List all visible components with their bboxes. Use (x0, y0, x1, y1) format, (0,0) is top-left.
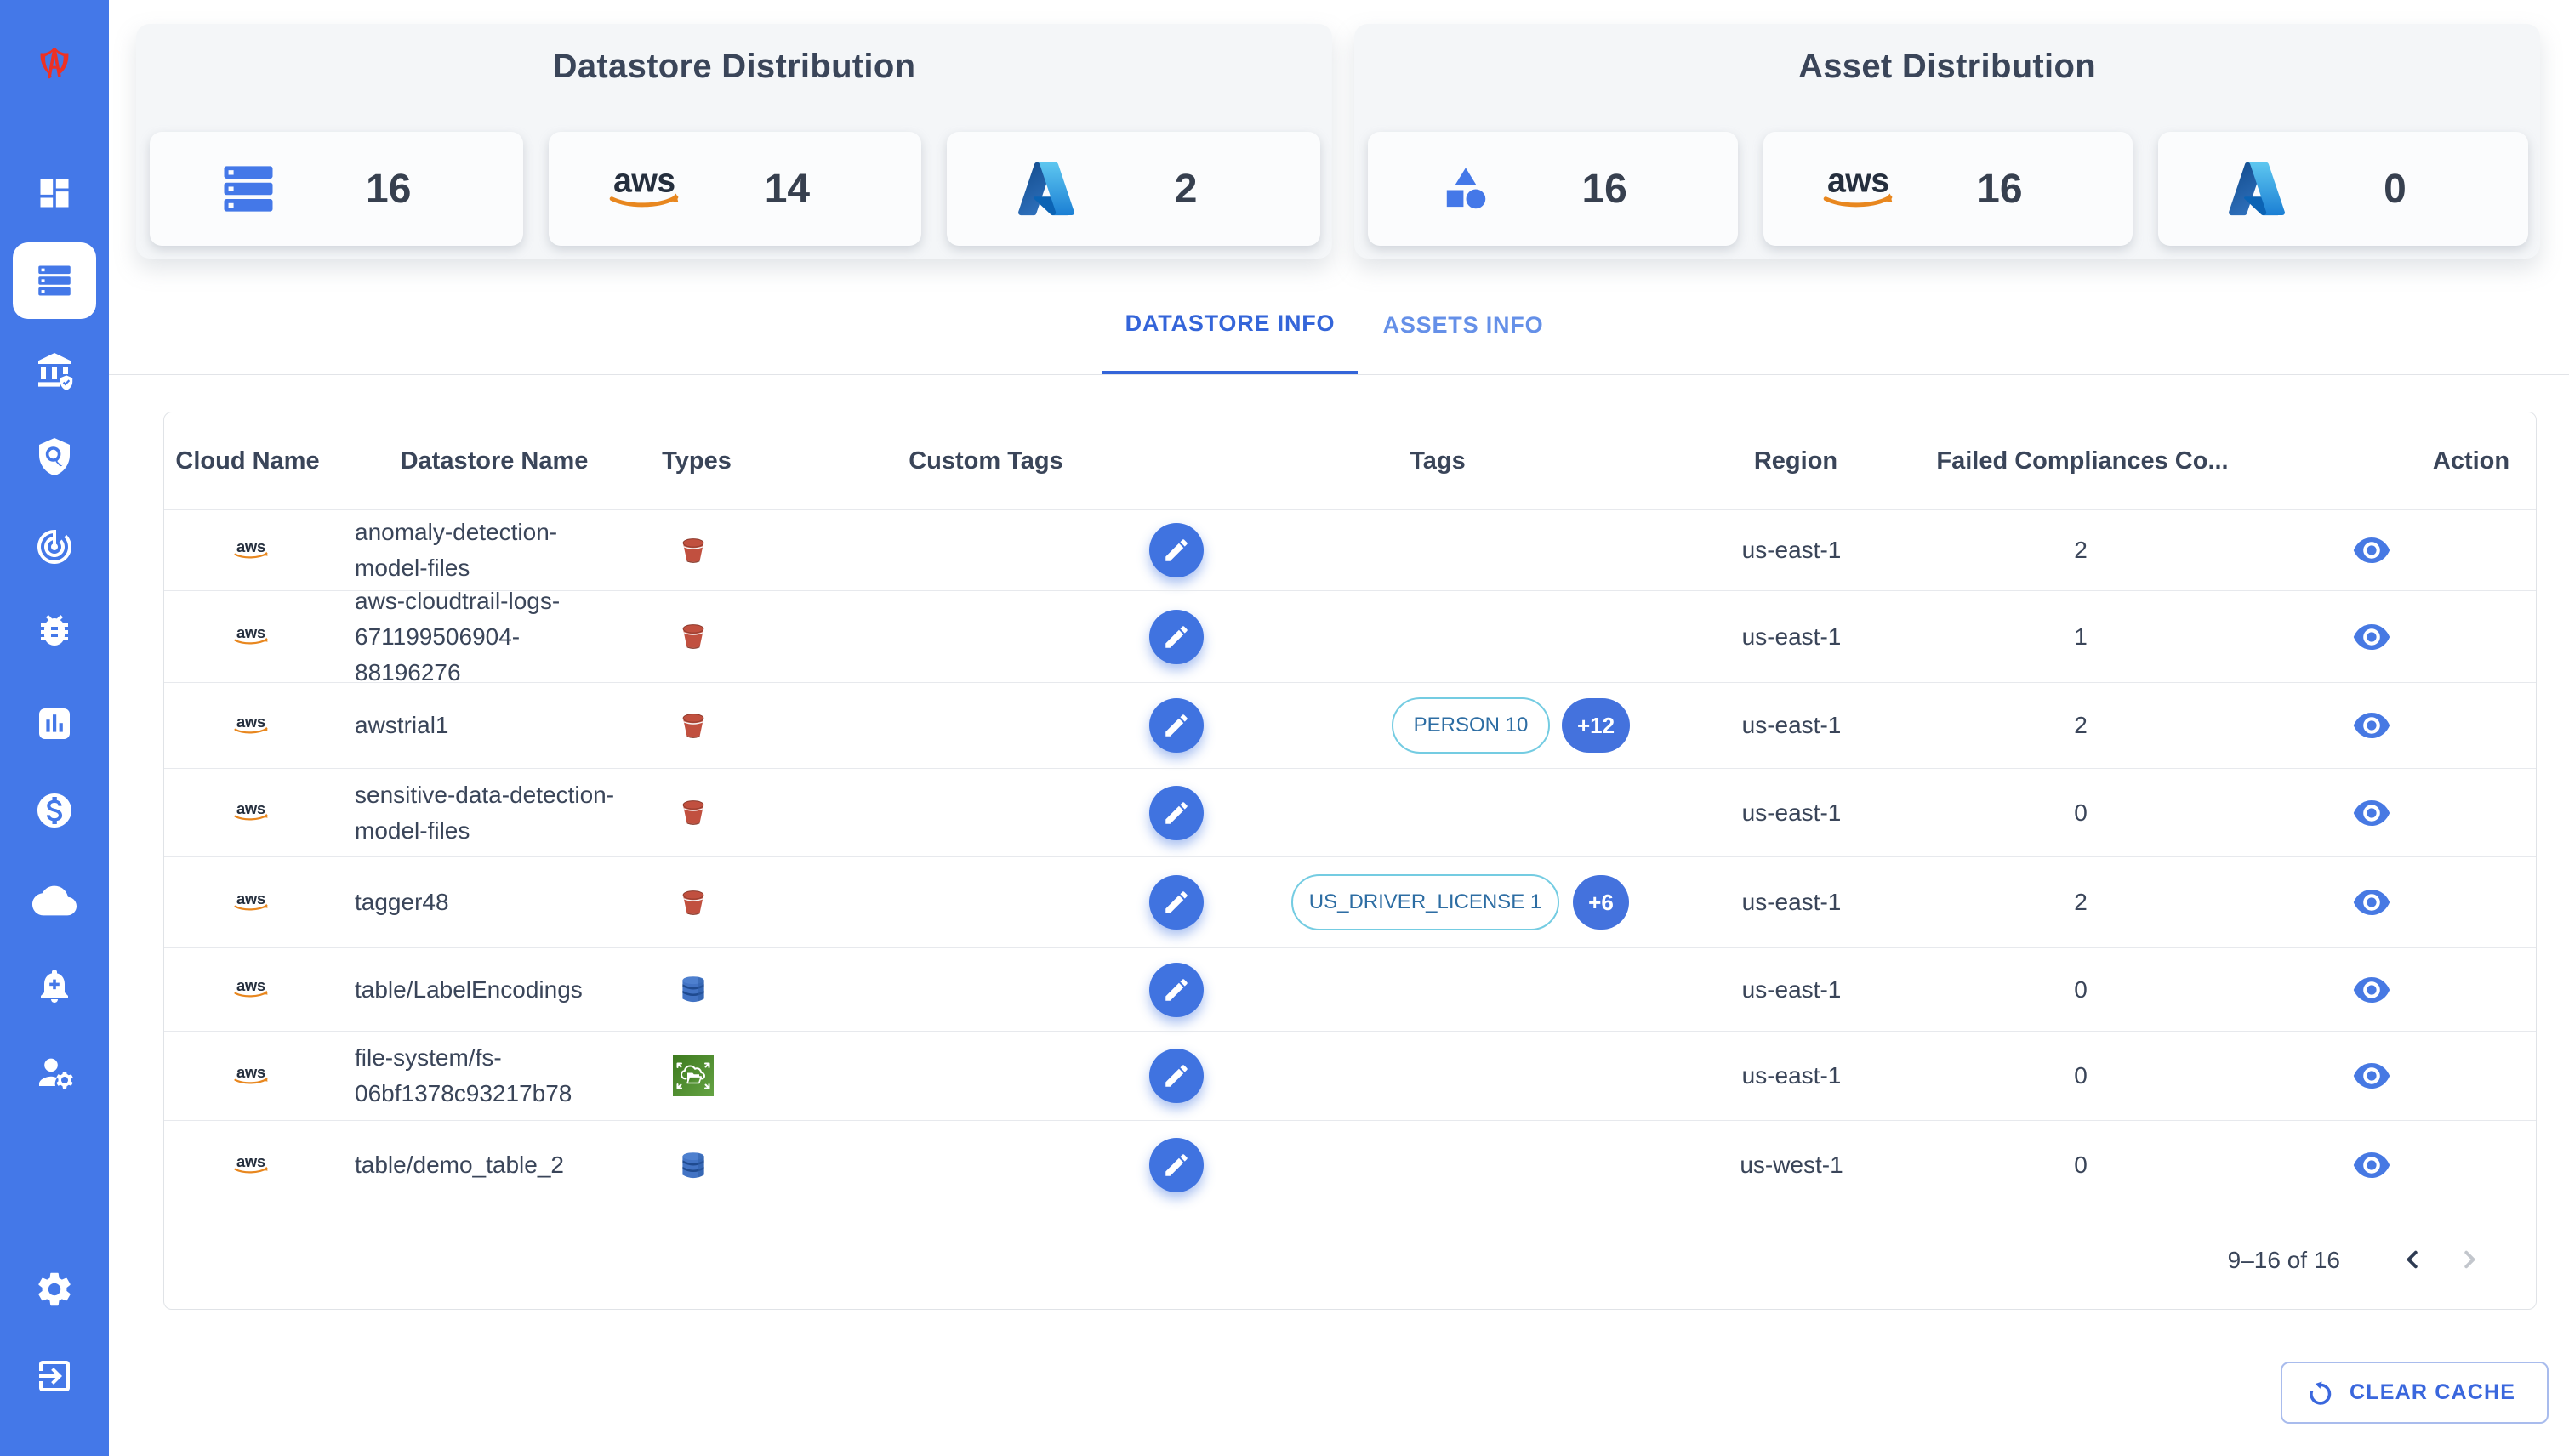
svg-text:aws: aws (613, 162, 675, 200)
svg-text:aws: aws (1827, 162, 1889, 200)
